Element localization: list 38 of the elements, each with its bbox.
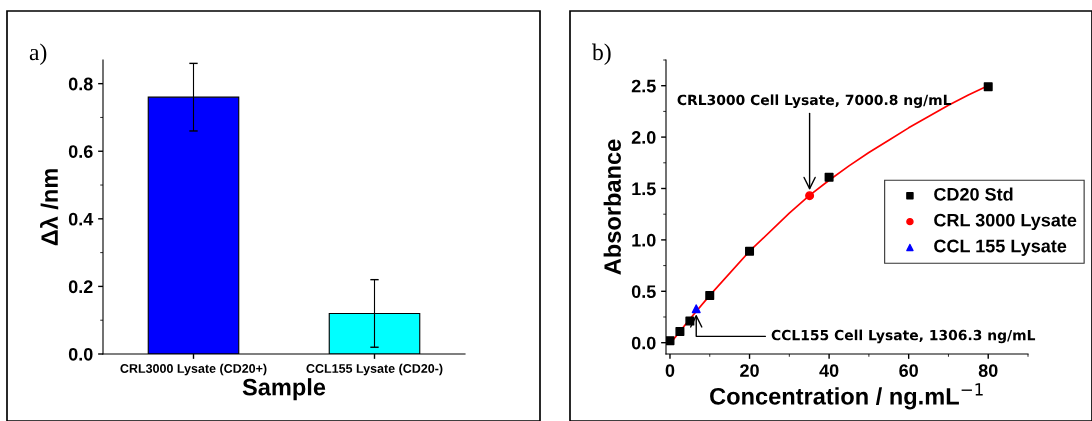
y-tick-label: 0.0 (68, 347, 93, 361)
y-tick-label: 0.4 (68, 212, 94, 226)
text: a) (29, 43, 47, 66)
y-tick-label: 0.2 (68, 280, 93, 294)
y-tick-label: 2.5 (631, 79, 656, 93)
point (824, 172, 834, 182)
point (805, 191, 815, 201)
legend-label: CRL 3000 Lysate (934, 213, 1077, 231)
point (666, 336, 675, 346)
x-tick-label: 40 (819, 364, 839, 377)
point (685, 316, 695, 326)
annotation: CRL3000 Cell Lysate, 7000.8 ng/mL (677, 94, 952, 108)
y-tick-label: 1.5 (632, 182, 656, 196)
x-axis-title: Concentration / ng.mL$^{−1}$ (710, 383, 983, 410)
y-tick-label: 0.0 (631, 336, 656, 350)
y-tick-label: 1.0 (632, 233, 656, 247)
annotation: CCL155 Cell Lysate, 1306.3 ng/mL (771, 329, 1036, 344)
x-tick-label: 0 (665, 364, 675, 377)
legend-label: CCL 155 Lysate (934, 239, 1067, 256)
y-tick-label: 2.0 (631, 131, 656, 144)
x-tick-label: CCL155 Lysate (CD20-) (306, 363, 443, 376)
y-tick-label: 0.8 (68, 77, 93, 91)
x-tick-label: 20 (740, 364, 759, 377)
legend-label: CD20 Std (934, 187, 1013, 201)
y-axis-title: Δλ /nm (40, 169, 59, 246)
y-tick-label: 0.6 (68, 145, 93, 158)
y-tick-label: 0.5 (631, 285, 656, 299)
point (983, 82, 993, 92)
x-tick-label: 60 (899, 364, 918, 377)
point (705, 290, 715, 300)
point (691, 304, 701, 314)
point (745, 246, 755, 256)
x-tick-label: 80 (978, 364, 998, 377)
text: b) (592, 43, 611, 66)
y-axis-title: Absorbance (603, 139, 621, 275)
x-tick-label: CRL3000 Lysate (CD20+) (120, 363, 267, 376)
x-axis-title: Sample (242, 378, 326, 401)
point (675, 326, 685, 336)
